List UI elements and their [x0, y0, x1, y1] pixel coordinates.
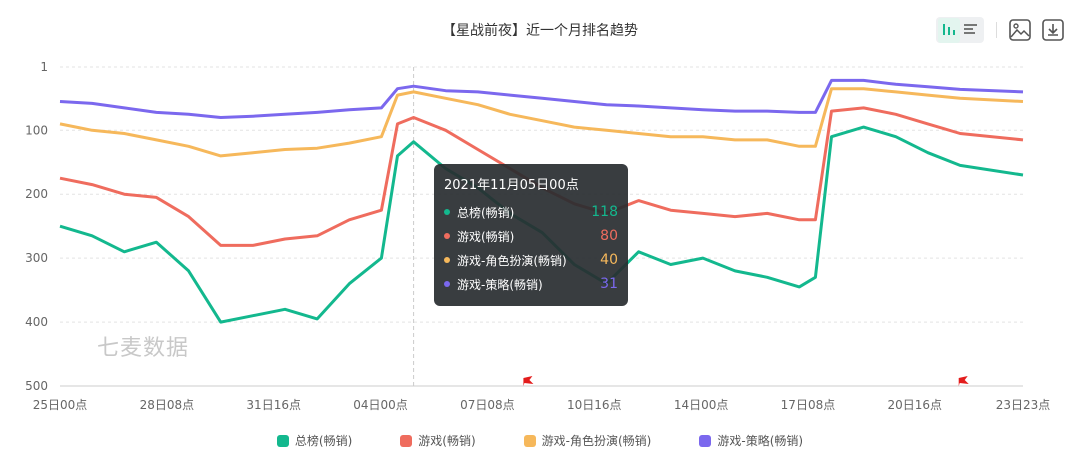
chart-title: 【星战前夜】近一个月排名趋势 [442, 23, 638, 39]
flag-icon [958, 376, 969, 386]
x-tick-label: 07日08点 [460, 398, 515, 412]
tooltip-value: 31 [600, 276, 618, 292]
y-tick-label: 300 [25, 251, 48, 265]
series-line-3 [59, 87, 1024, 158]
y-tick-label: 100 [25, 123, 48, 137]
legend-item[interactable]: 游戏-策略(畅销) [699, 432, 803, 449]
series-line-4 [59, 78, 1024, 119]
flag-icon [523, 376, 534, 386]
tooltip-value: 118 [591, 204, 618, 220]
legend-label: 总榜(畅销) [294, 434, 353, 448]
tooltip-value: 80 [600, 228, 618, 244]
x-tick-label: 23日23点 [996, 398, 1051, 412]
divider [996, 22, 997, 38]
tooltip-series: 游戏(畅销) [457, 229, 515, 244]
y-tick-label: 1 [40, 60, 48, 74]
tooltip-series: 游戏-角色扮演(畅销) [457, 253, 567, 268]
chart-type-toggle[interactable] [936, 17, 984, 43]
legend-item[interactable]: 总榜(畅销) [276, 432, 353, 449]
x-tick-label: 14日00点 [674, 398, 729, 412]
y-tick-label: 400 [25, 315, 48, 329]
tooltip-series: 游戏-策略(畅销) [457, 277, 543, 292]
x-tick-label: 28日08点 [140, 398, 195, 412]
legend-label: 游戏-策略(畅销) [717, 434, 804, 448]
watermark: 七麦数据 [97, 336, 190, 361]
y-tick-label: 200 [25, 187, 48, 201]
tooltip-row: 游戏-策略(畅销) 31 [444, 272, 618, 296]
image-icon[interactable] [1007, 17, 1033, 43]
x-tick-label: 17日08点 [781, 398, 836, 412]
x-tick-label: 25日00点 [33, 398, 88, 412]
tooltip-row: 游戏(畅销) 80 [444, 224, 618, 248]
x-tick-label: 31日16点 [246, 398, 301, 412]
download-icon[interactable] [1040, 17, 1066, 43]
legend-label: 游戏(畅销) [418, 434, 476, 448]
x-tick-label: 04日00点 [353, 398, 408, 412]
y-tick-label: 500 [25, 379, 48, 393]
tooltip-series: 总榜(畅销) [457, 205, 515, 220]
legend: 总榜(畅销) 游戏(畅销) 游戏-角色扮演(畅销) 游戏-策略(畅销) [0, 432, 1080, 449]
legend-item[interactable]: 游戏(畅销) [400, 432, 476, 449]
tooltip-value: 40 [600, 252, 618, 268]
tooltip-title: 2021年11月05日00点 [444, 178, 579, 193]
list-icon[interactable] [960, 18, 982, 43]
legend-item[interactable]: 游戏-角色扮演(畅销) [523, 432, 652, 449]
tooltip: 2021年11月05日00点 总榜(畅销) 118 游戏(畅销) 80 游戏-角色扮… [434, 164, 628, 306]
x-tick-label: 20日16点 [888, 398, 943, 412]
x-tick-label: 10日16点 [567, 398, 622, 412]
legend-label: 游戏-角色扮演(畅销) [541, 434, 652, 448]
tooltip-row: 游戏-角色扮演(畅销) 40 [444, 248, 618, 272]
tooltip-row: 总榜(畅销) 118 [444, 200, 618, 224]
bar-chart-icon[interactable] [938, 17, 960, 43]
